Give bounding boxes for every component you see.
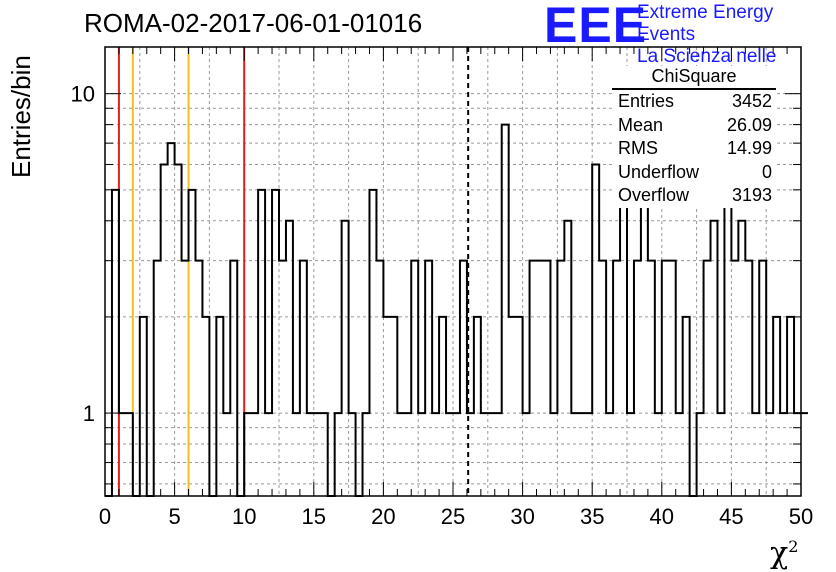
stats-value: 0 xyxy=(761,161,772,182)
stats-box: ChiSquare Entries 3452 Mean 26.09 RMS 14.99… xyxy=(612,66,776,208)
x-tick-label: 45 xyxy=(719,504,743,529)
stats-value: 14.99 xyxy=(726,138,772,158)
stats-row: RMS 14.99 xyxy=(612,137,776,161)
stats-label: RMS xyxy=(618,138,658,158)
histogram-series xyxy=(105,123,808,497)
chart-title: ROMA-02-2017-06-01-01016 xyxy=(84,8,423,38)
x-tick-label: 30 xyxy=(510,504,534,529)
stats-label: Overflow xyxy=(618,185,690,205)
stats-row: Underflow 0 xyxy=(612,161,776,185)
stats-row: Entries 3452 xyxy=(612,90,776,114)
x-axis-label-text: χ xyxy=(770,536,789,571)
x-axis-label-sup: 2 xyxy=(788,537,799,556)
x-tick-label: 10 xyxy=(232,504,256,529)
stats-title: ChiSquare xyxy=(612,66,776,90)
eee-logo: EEE xyxy=(544,0,648,53)
y-axis-label: Entries/bin xyxy=(6,55,36,178)
x-axis-label: χ2 xyxy=(770,536,798,571)
stats-label: Underflow xyxy=(618,161,700,182)
stats-value: 3193 xyxy=(731,185,772,205)
stats-row: Mean 26.09 xyxy=(612,114,776,138)
logo-line-1: Extreme Energy Events xyxy=(637,2,774,45)
x-tick-label: 5 xyxy=(168,504,180,529)
y-tick-label: 1 xyxy=(83,401,95,426)
stats-value: 3452 xyxy=(731,91,772,111)
stats-label: Entries xyxy=(618,91,675,111)
x-tick-label: 20 xyxy=(371,504,395,529)
x-tick-label: 0 xyxy=(99,504,111,529)
x-tick-label: 25 xyxy=(441,504,465,529)
x-tick-label: 35 xyxy=(580,504,604,529)
stats-label: Mean xyxy=(618,114,664,135)
x-tick-label: 50 xyxy=(789,504,813,529)
stats-value: 26.09 xyxy=(726,114,772,135)
x-tick-label: 40 xyxy=(650,504,674,529)
stats-row: Overflow 3193 xyxy=(612,184,776,208)
x-tick-label: 15 xyxy=(302,504,326,529)
y-tick-label: 10 xyxy=(71,82,95,107)
